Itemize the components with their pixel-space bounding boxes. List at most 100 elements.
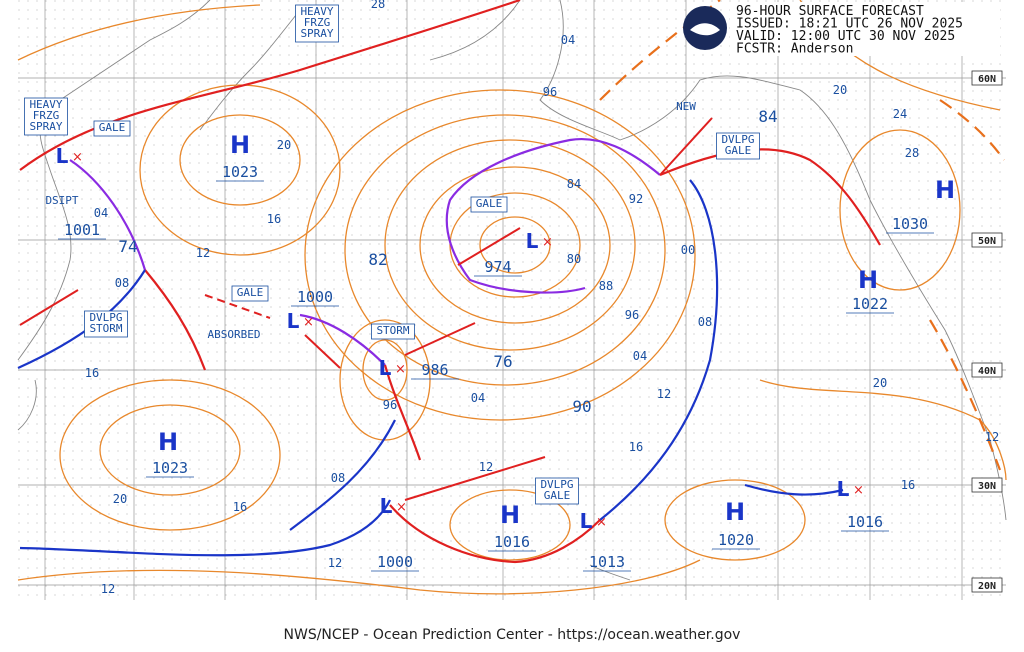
center-pressure: 1013: [589, 553, 625, 571]
low-x: ×: [396, 500, 407, 515]
header-box: [730, 2, 1000, 56]
low-x: ×: [72, 150, 83, 165]
warning-box: [470, 196, 508, 213]
footer: NWS/NCEP - Ocean Prediction Center - htt…: [284, 627, 741, 643]
center-value: 82: [368, 250, 387, 269]
warning-box: [231, 285, 269, 302]
low-x: ×: [395, 362, 406, 377]
lat-label-box: [971, 70, 1003, 86]
isobar-label: 88: [599, 279, 613, 293]
lat-label: 60N: [978, 74, 996, 85]
isobar-label: 20: [873, 376, 887, 390]
header-line: VALID: 12:00 UTC 30 NOV 2025: [736, 29, 955, 44]
warning-text: FRZG: [304, 16, 331, 29]
low-symbol: L: [580, 509, 593, 533]
note: DSIPT: [45, 194, 78, 207]
isobar-label: 00: [681, 243, 695, 257]
lat-label-box: [971, 362, 1003, 378]
isobar-label: 12: [479, 460, 493, 474]
isobar-label: 12: [657, 387, 671, 401]
warning-text: SPRAY: [29, 120, 62, 133]
isobar-label: 04: [633, 349, 647, 363]
lat-label: 20N: [978, 581, 996, 592]
isobar-label: 16: [629, 440, 643, 454]
graticule: [18, 0, 1006, 600]
center-value: 74: [118, 237, 137, 256]
warning-text: DVLPG: [721, 133, 754, 146]
warning-box: [93, 120, 131, 137]
isobar-label: 16: [233, 500, 247, 514]
lat-label: 50N: [978, 236, 996, 247]
isobar-label: 28: [371, 0, 385, 11]
center-pressure: 1022: [852, 295, 888, 313]
warning-box: [24, 97, 68, 136]
warning-text: DVLPG: [89, 311, 122, 324]
isobar-label: 08: [115, 276, 129, 290]
isobar-label: 80: [567, 252, 581, 266]
warning-text: HEAVY: [300, 5, 333, 18]
warning-box: [535, 477, 579, 505]
center-pressure: 986: [421, 361, 448, 379]
center-pressure: 1001: [64, 221, 100, 239]
isobar-label: 96: [543, 85, 557, 99]
center-pressure: 1016: [494, 533, 530, 551]
center-value: 84: [758, 107, 777, 126]
isobar-label: 04: [471, 391, 485, 405]
axis-strip: [18, 600, 1006, 622]
isobar-label: 12: [985, 430, 999, 444]
center-pressure: 1020: [718, 531, 754, 549]
header-line: FCSTR: Anderson: [736, 42, 853, 57]
low-x: ×: [542, 235, 553, 250]
low-symbol: L: [379, 356, 392, 380]
low-symbol: L: [380, 494, 393, 518]
warning-text: GALE: [725, 144, 752, 157]
isobar-label: 24: [893, 107, 907, 121]
isobar-label: 92: [629, 192, 643, 206]
center-pressure: 1030: [892, 215, 928, 233]
high-symbol: H: [935, 176, 955, 204]
header-line: ISSUED: 18:21 UTC 26 NOV 2025: [736, 17, 963, 32]
warning-text: GALE: [99, 121, 126, 134]
isobar-label: 16: [267, 212, 281, 226]
center-pressure: 1023: [152, 459, 188, 477]
header-line: 96-HOUR SURFACE FORECAST: [736, 4, 924, 19]
center-value: 90: [572, 397, 591, 416]
warning-text: STORM: [89, 322, 122, 335]
low-symbol: L: [56, 144, 69, 168]
isobars: [17, 0, 1007, 595]
isobar-label: 04: [94, 206, 108, 220]
warning-box: [84, 310, 128, 338]
isobar-label: 04: [561, 33, 575, 47]
high-symbol: H: [725, 498, 745, 526]
isobar-label: 28: [905, 146, 919, 160]
warning-box: [716, 132, 760, 160]
isobar-label: 96: [625, 308, 639, 322]
low-x: ×: [303, 315, 314, 330]
isobar-label: 16: [901, 478, 915, 492]
isobar-label: 84: [567, 177, 581, 191]
isobar-label: 12: [196, 246, 210, 260]
note: ABSORBED: [208, 328, 261, 341]
isobar-label: 08: [698, 315, 712, 329]
isobar-label: 20: [833, 83, 847, 97]
isobar-label: 08: [331, 471, 345, 485]
warning-text: DVLPG: [540, 478, 573, 491]
isobar-label: 20: [277, 138, 291, 152]
track-arrows: [19, 117, 713, 501]
isobar-label: 16: [85, 366, 99, 380]
center-pressure: 1023: [222, 163, 258, 181]
lat-label-box: [971, 477, 1003, 493]
low-symbol: L: [837, 477, 850, 501]
isobar-label: 12: [328, 556, 342, 570]
lat-label: 40N: [978, 366, 996, 377]
lat-label-box: [971, 232, 1003, 248]
noaa-logo-bird: [690, 23, 720, 36]
high-symbol: H: [500, 501, 520, 529]
low-x: ×: [853, 483, 864, 498]
warning-text: STORM: [376, 324, 409, 337]
warning-text: GALE: [544, 489, 571, 502]
isobar-label: 20: [113, 492, 127, 506]
warning-text: SPRAY: [300, 27, 333, 40]
high-symbol: H: [158, 428, 178, 456]
warning-box: [295, 4, 339, 43]
